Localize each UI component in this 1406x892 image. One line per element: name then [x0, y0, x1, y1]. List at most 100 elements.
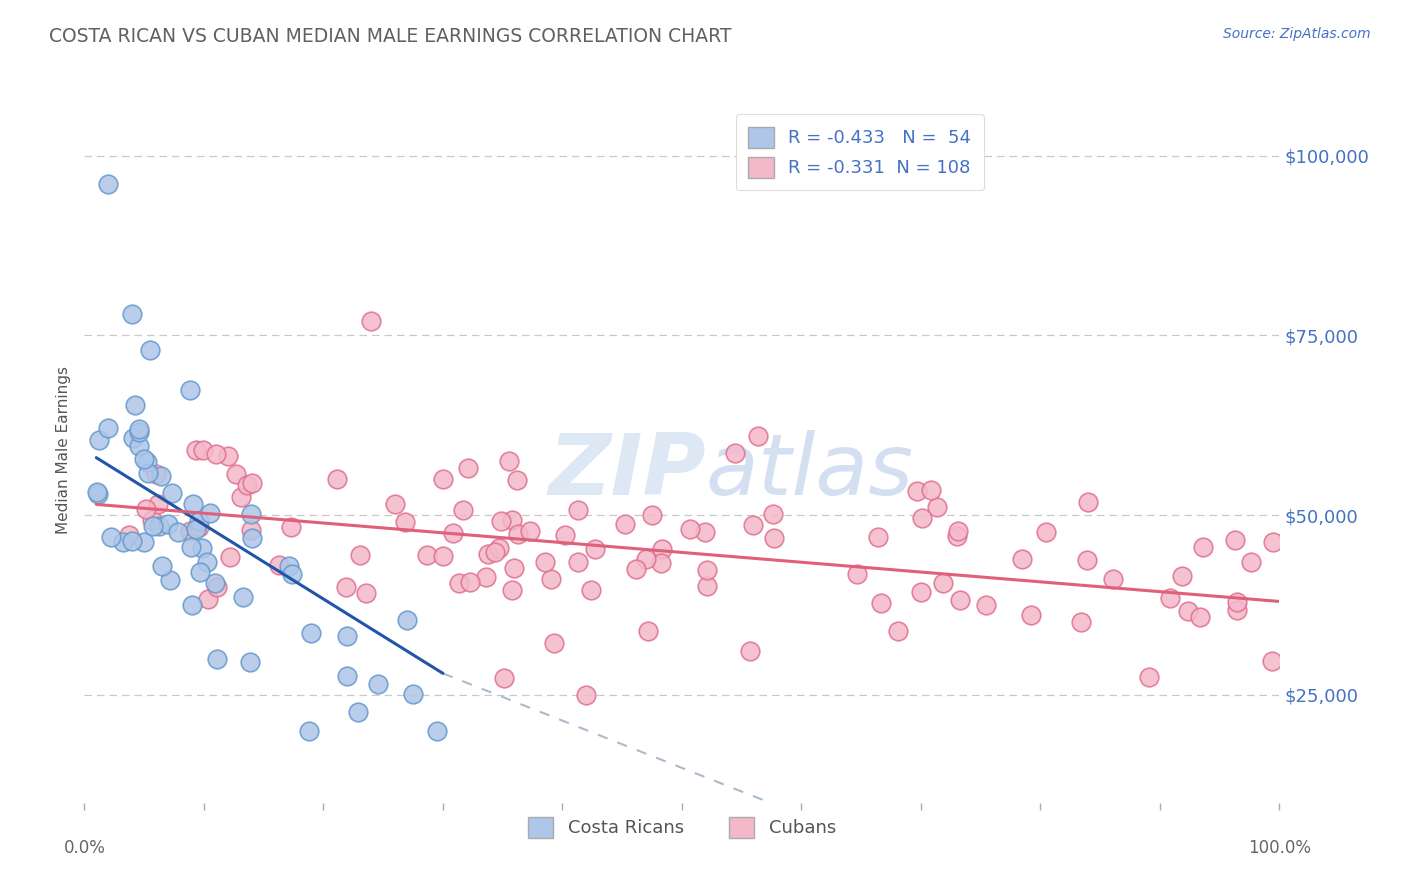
Y-axis label: Median Male Earnings: Median Male Earnings [56, 367, 72, 534]
Point [724, 446, 747, 460]
Point [239, 655, 262, 669]
Legend: Costa Ricans, Cubans: Costa Ricans, Cubans [519, 808, 845, 847]
Point [637, 624, 659, 639]
Point [567, 555, 589, 569]
Point [240, 475, 263, 490]
Point [911, 511, 934, 525]
Point [197, 555, 219, 569]
Point [554, 527, 576, 541]
Point [146, 497, 169, 511]
Point [180, 540, 202, 554]
Point [225, 467, 247, 481]
Point [346, 705, 368, 719]
Point [1170, 568, 1192, 582]
Point [634, 551, 657, 566]
Point [191, 541, 214, 555]
Point [86, 484, 108, 499]
Point [97, 420, 120, 434]
Point [139, 343, 162, 357]
Point [432, 549, 454, 563]
Text: 100.0%: 100.0% [1249, 838, 1310, 856]
Point [186, 442, 208, 457]
Point [651, 542, 673, 557]
Point [240, 531, 263, 545]
Point [232, 590, 254, 604]
Point [236, 478, 259, 492]
Point [231, 490, 253, 504]
Point [451, 503, 474, 517]
Point [122, 431, 145, 445]
Point [118, 528, 141, 542]
Point [641, 508, 664, 522]
Point [1076, 552, 1098, 566]
Point [87, 487, 110, 501]
Point [498, 454, 520, 468]
Point [1070, 615, 1092, 630]
Point [335, 580, 357, 594]
Point [187, 514, 209, 528]
Point [949, 593, 972, 607]
Point [281, 567, 304, 582]
Point [124, 398, 146, 412]
Point [508, 527, 530, 541]
Point [394, 516, 416, 530]
Point [426, 723, 449, 738]
Point [519, 524, 541, 539]
Point [1177, 604, 1199, 618]
Point [905, 483, 928, 498]
Point [136, 466, 159, 480]
Point [583, 541, 606, 556]
Point [1137, 670, 1160, 684]
Point [128, 425, 150, 440]
Point [298, 723, 321, 738]
Point [1226, 595, 1249, 609]
Point [100, 530, 122, 544]
Point [204, 575, 226, 590]
Point [336, 629, 359, 643]
Point [204, 447, 226, 461]
Point [1035, 525, 1057, 540]
Point [740, 644, 762, 658]
Point [501, 513, 523, 527]
Point [217, 449, 239, 463]
Point [1240, 555, 1263, 569]
Point [191, 443, 214, 458]
Point [1189, 610, 1212, 624]
Point [1261, 654, 1284, 668]
Point [931, 575, 953, 590]
Point [179, 383, 201, 397]
Point [488, 541, 510, 556]
Point [432, 472, 454, 486]
Point [396, 614, 419, 628]
Point [1077, 494, 1099, 508]
Point [160, 485, 183, 500]
Point [240, 524, 263, 538]
Point [149, 468, 172, 483]
Point [384, 497, 406, 511]
Point [269, 558, 291, 573]
Point [121, 534, 143, 549]
Point [132, 534, 155, 549]
Point [367, 677, 389, 691]
Point [624, 561, 647, 575]
Point [277, 559, 299, 574]
Point [501, 583, 523, 598]
Point [846, 566, 869, 581]
Point [887, 624, 910, 639]
Point [1263, 535, 1285, 549]
Point [128, 421, 150, 435]
Point [360, 314, 382, 328]
Point [747, 429, 769, 443]
Point [489, 514, 512, 528]
Point [136, 455, 159, 469]
Point [1102, 572, 1125, 586]
Text: ZIP: ZIP [548, 430, 706, 513]
Text: atlas: atlas [706, 430, 914, 513]
Point [484, 545, 506, 559]
Point [167, 525, 190, 540]
Point [946, 529, 969, 543]
Point [141, 513, 163, 527]
Point [540, 572, 562, 586]
Point [145, 467, 167, 482]
Point [181, 497, 204, 511]
